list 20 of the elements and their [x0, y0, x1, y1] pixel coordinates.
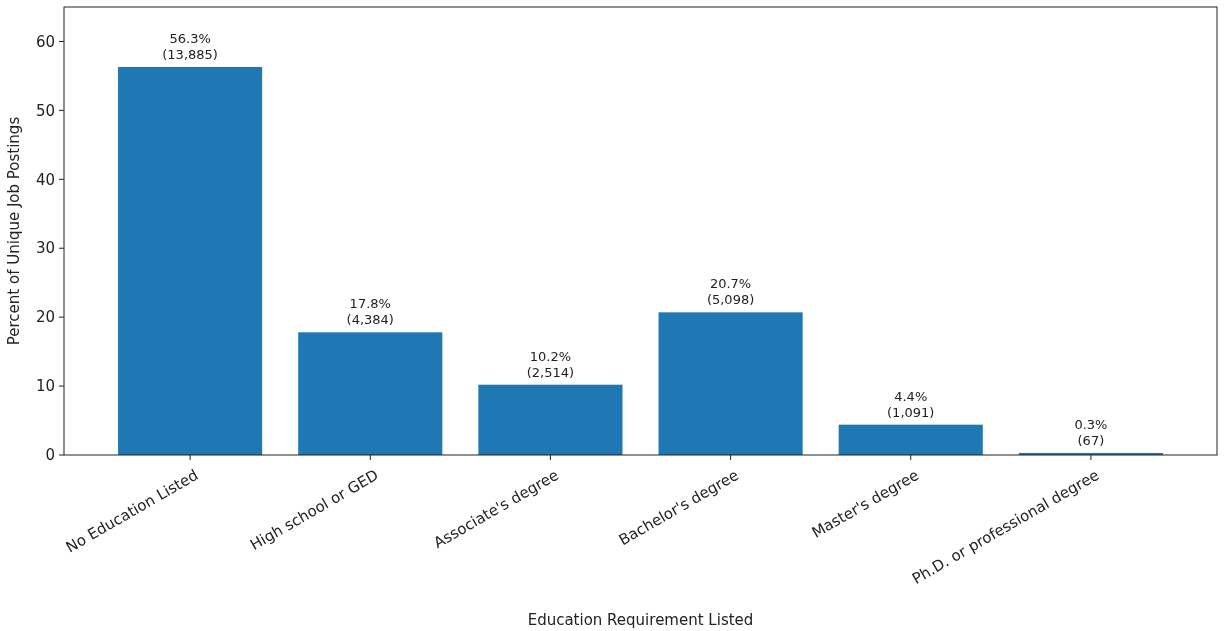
bar: [478, 384, 623, 455]
bar: [658, 312, 803, 455]
data-label: 4.4% (1,091): [887, 388, 935, 420]
data-label: 56.3% (13,885): [162, 30, 218, 62]
data-label: 17.8% (4,384): [346, 296, 394, 328]
bar: [118, 66, 263, 455]
x-axis-title: Education Requirement Listed: [527, 611, 754, 629]
y-tick-label: 60: [35, 32, 55, 51]
y-axis-title: Percent of Unique Job Postings: [5, 116, 23, 346]
data-label: 0.3% (67): [1074, 416, 1108, 448]
data-label: 10.2% (2,514): [526, 348, 575, 380]
y-tick-label: 40: [35, 170, 55, 189]
y-tick-label: 30: [35, 239, 55, 258]
y-tick-label: 50: [35, 101, 55, 120]
data-label: 20.7% (5,098): [706, 276, 755, 308]
bar: [838, 424, 983, 455]
y-tick-label: 10: [35, 377, 55, 396]
y-tick-label: 0: [45, 446, 55, 465]
bar: [298, 332, 443, 455]
y-tick-label: 20: [35, 308, 55, 327]
